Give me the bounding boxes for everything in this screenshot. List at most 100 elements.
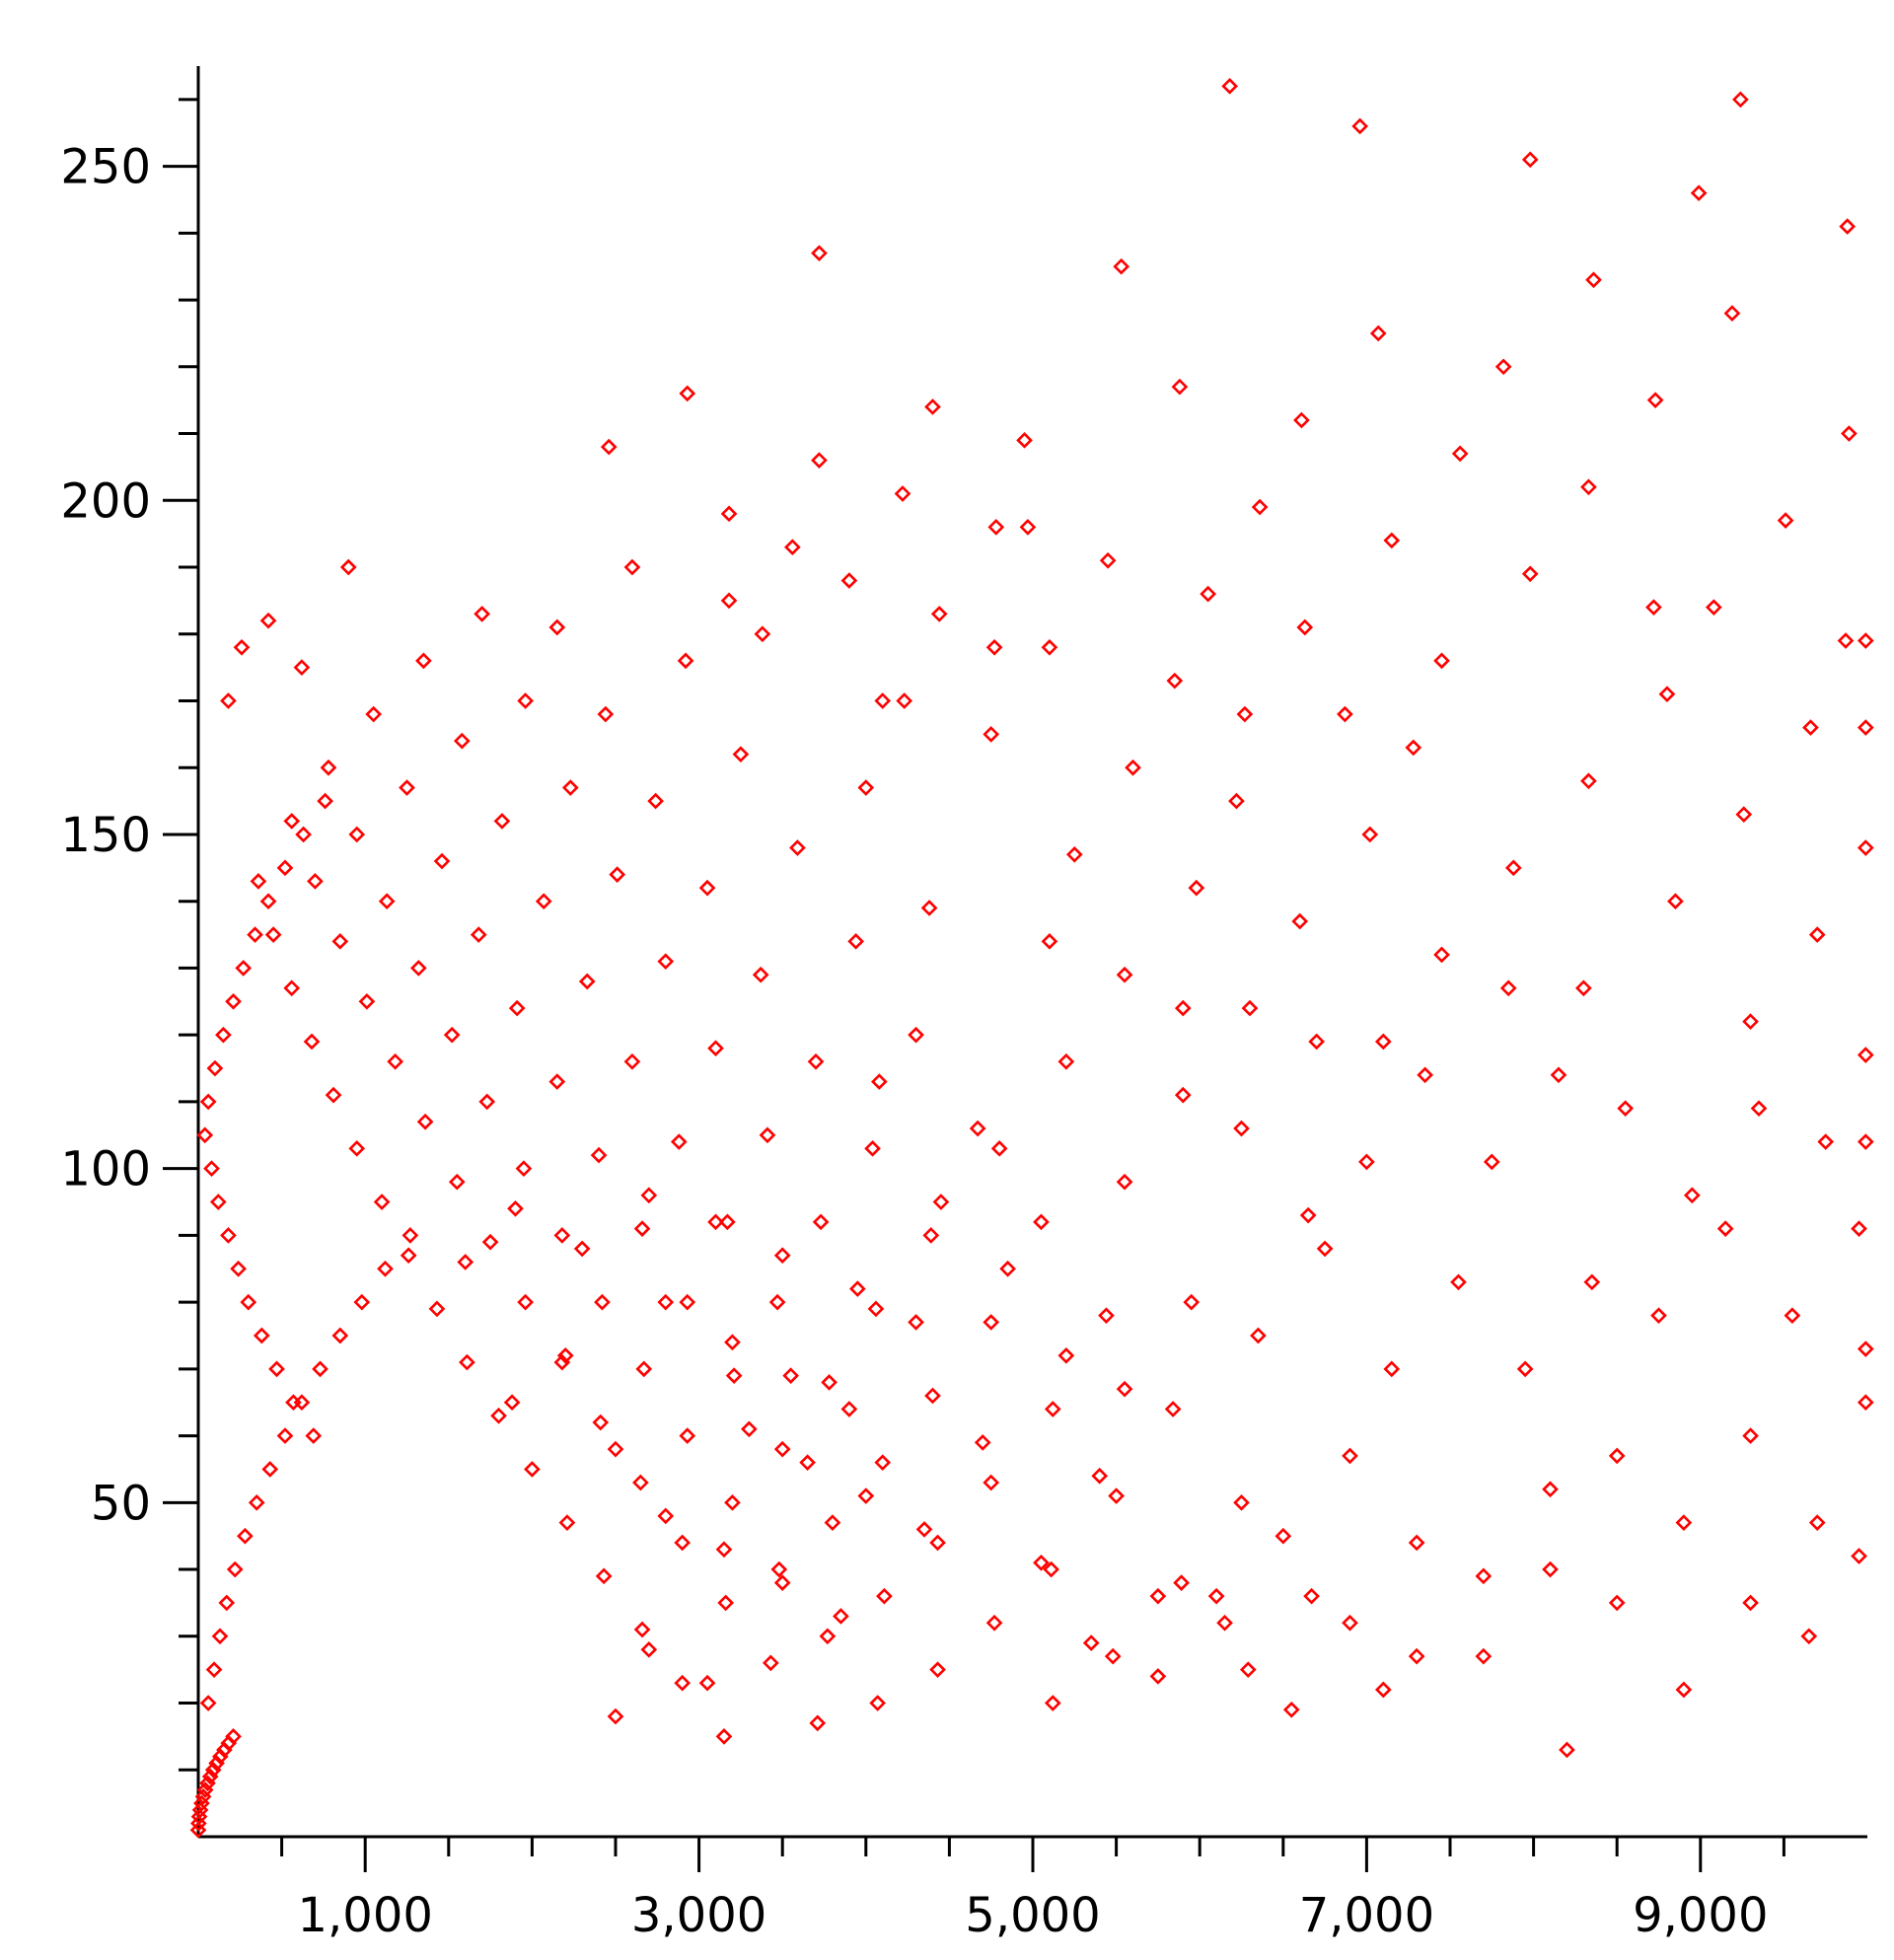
data-point (929, 1661, 946, 1678)
data-point (1308, 1033, 1325, 1051)
data-point (720, 505, 738, 523)
data-point (707, 1040, 724, 1057)
data-point (1851, 1220, 1867, 1237)
data-point (400, 1247, 417, 1265)
data-point (1174, 1086, 1192, 1104)
data-point (1857, 632, 1874, 649)
data-point (1361, 826, 1379, 843)
data-point (1041, 933, 1058, 950)
data-point (1433, 946, 1450, 964)
data-point (493, 813, 511, 830)
data-point (1316, 1240, 1334, 1258)
data-point (1342, 1447, 1358, 1465)
data-point (578, 973, 596, 990)
data-point (987, 519, 1005, 536)
data-point (415, 652, 432, 670)
data-point (1645, 599, 1662, 616)
x-tick-label: 3,000 (631, 1888, 766, 1943)
data-point (990, 1139, 1008, 1157)
data-point (1233, 1493, 1250, 1511)
data-point (1451, 445, 1469, 463)
data-point (597, 705, 615, 723)
data-point (307, 873, 324, 890)
data-point (248, 1493, 265, 1511)
data-point (556, 1346, 574, 1364)
data-point (1706, 599, 1722, 616)
data-point (1802, 719, 1819, 736)
data-point (247, 926, 263, 943)
data-point (1857, 1133, 1874, 1150)
data-point (1784, 1307, 1801, 1324)
data-point (812, 1213, 830, 1231)
data-point (490, 1407, 507, 1424)
data-point (1174, 999, 1192, 1017)
data-point (719, 1213, 736, 1231)
data-point (448, 1173, 466, 1191)
data-point (443, 1026, 461, 1044)
data-point (1171, 378, 1189, 396)
data-point (594, 1293, 611, 1311)
data-point (607, 1707, 624, 1725)
data-point (1684, 1187, 1701, 1204)
data-point (199, 1093, 217, 1111)
data-point (1383, 532, 1401, 549)
data-point (607, 1440, 624, 1458)
data-point (1608, 1447, 1626, 1465)
data-point (517, 1293, 534, 1311)
data-point (1082, 1634, 1100, 1651)
data-point (609, 866, 626, 883)
data-point (1019, 519, 1037, 536)
data-point (1098, 1307, 1115, 1324)
data-point (1433, 652, 1450, 670)
data-point (1417, 1066, 1433, 1084)
data-point (331, 1327, 349, 1344)
data-point (233, 638, 251, 656)
data-point (320, 759, 337, 776)
data-point (679, 385, 696, 402)
data-point (1408, 1647, 1425, 1665)
data-point (874, 1454, 892, 1472)
data-point (1817, 1133, 1835, 1150)
data-point (1057, 1053, 1075, 1070)
data-point (1732, 91, 1749, 109)
data-point (1369, 325, 1387, 342)
data-point (1183, 1293, 1201, 1311)
data-point (225, 1728, 242, 1745)
data-point (259, 612, 277, 629)
data-point (857, 1488, 875, 1504)
data-point (1735, 806, 1753, 823)
y-tick-label: 100 (60, 1142, 151, 1198)
data-point (211, 1628, 229, 1645)
data-point (1149, 1587, 1167, 1605)
data-point (1221, 77, 1238, 95)
data-point (807, 1053, 825, 1070)
data-point (293, 1394, 311, 1412)
data-point (869, 1695, 886, 1711)
data-point (1808, 926, 1826, 943)
data-point (720, 592, 738, 610)
data-point (387, 1053, 403, 1070)
data-point (640, 1187, 658, 1204)
data-point (1291, 912, 1309, 930)
y-tick-label: 50 (91, 1476, 151, 1531)
data-point (348, 1139, 366, 1157)
data-point (782, 1367, 799, 1384)
data-point (305, 1427, 323, 1444)
data-point (1293, 411, 1310, 429)
data-point (1857, 719, 1874, 736)
data-point (515, 1160, 533, 1177)
data-point (1236, 705, 1254, 723)
data-point (1675, 1514, 1693, 1531)
data-point (1521, 565, 1539, 583)
data-point (1016, 431, 1033, 449)
data-point (1585, 271, 1602, 289)
data-point (1475, 1647, 1493, 1665)
data-point (983, 1314, 1000, 1331)
data-point (358, 992, 376, 1010)
data-point (1690, 184, 1708, 202)
data-point (590, 1146, 608, 1164)
data-point (1091, 1467, 1109, 1485)
data-point (799, 1454, 816, 1472)
data-point (1033, 1554, 1050, 1571)
data-point (1742, 1427, 1759, 1444)
